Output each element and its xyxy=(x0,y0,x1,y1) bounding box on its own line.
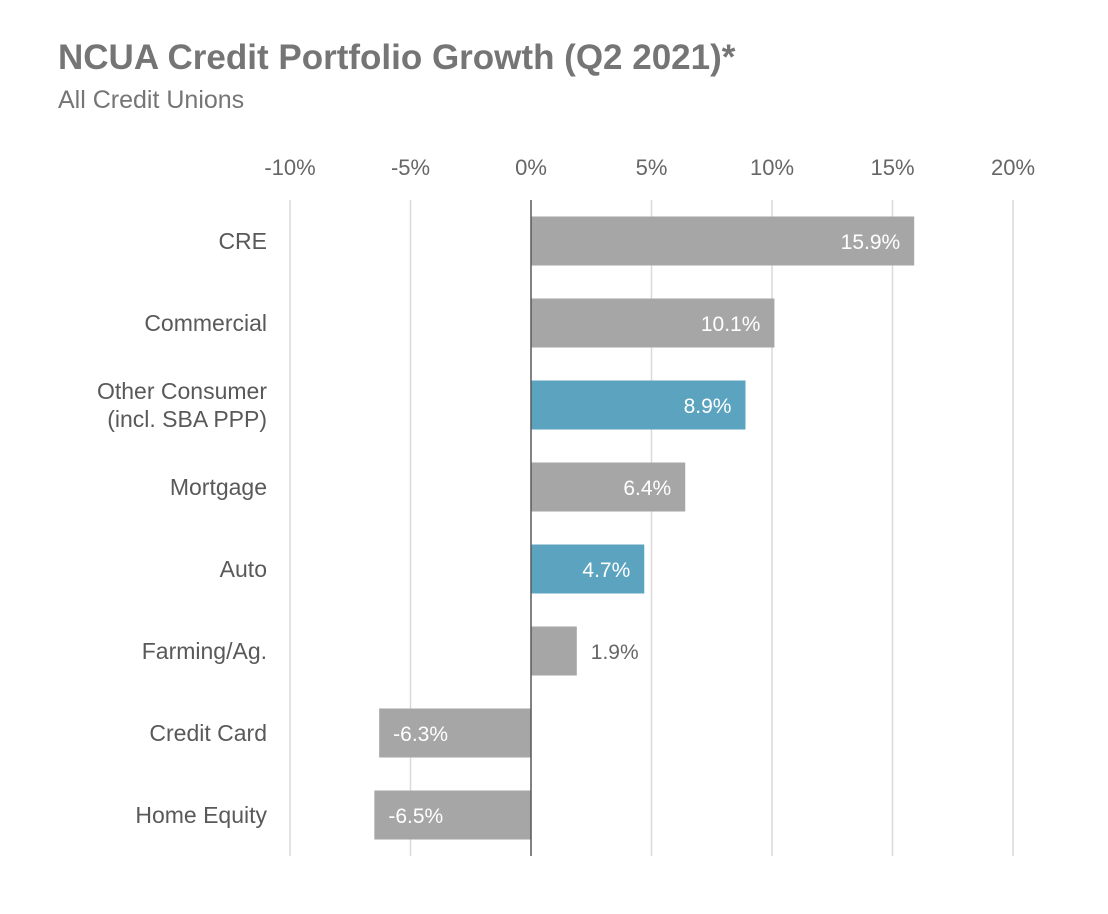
bar xyxy=(531,544,645,594)
category-label: Home Equity xyxy=(135,802,267,828)
bar-value-label: 4.7% xyxy=(582,559,630,582)
bar-value-label: 10.1% xyxy=(701,313,761,336)
category-label: Other Consumer xyxy=(97,378,267,404)
bar xyxy=(379,708,531,758)
bar xyxy=(531,298,775,348)
chart-subtitle: All Credit Unions xyxy=(58,86,245,114)
x-tick-label: 15% xyxy=(870,155,914,180)
label-layer: -10% -5% 0% 5% 10% 15% 20% 15.9% CRE 10.1% Commerc… xyxy=(97,155,1035,828)
bar-value-label: 6.4% xyxy=(623,477,671,500)
category-label: CRE xyxy=(218,228,267,254)
category-label: Credit Card xyxy=(149,720,267,746)
bar xyxy=(531,380,746,430)
bar-layer xyxy=(374,216,915,840)
grid-layer xyxy=(289,200,1014,856)
bar-value-label: 1.9% xyxy=(591,641,639,664)
x-tick-label: 5% xyxy=(636,155,668,180)
x-tick-label: -10% xyxy=(264,155,315,180)
category-label: Farming/Ag. xyxy=(142,638,267,664)
bar xyxy=(531,626,577,676)
bar-value-label: -6.5% xyxy=(388,805,443,828)
chart-title: NCUA Credit Portfolio Growth (Q2 2021)* xyxy=(58,38,736,77)
category-label: Commercial xyxy=(144,310,267,336)
category-label: Auto xyxy=(220,556,267,582)
x-tick-label: 10% xyxy=(750,155,794,180)
bar xyxy=(531,462,686,512)
bar-value-label: -6.3% xyxy=(393,723,448,746)
x-tick-label: 20% xyxy=(991,155,1035,180)
category-label: Mortgage xyxy=(170,474,267,500)
bar xyxy=(374,790,531,840)
x-tick-label: 0% xyxy=(515,155,547,180)
category-label: (incl. SBA PPP) xyxy=(107,406,267,432)
bar xyxy=(531,216,915,266)
x-tick-label: -5% xyxy=(391,155,430,180)
bar-value-label: 15.9% xyxy=(841,231,901,254)
bar-value-label: 8.9% xyxy=(684,395,732,418)
